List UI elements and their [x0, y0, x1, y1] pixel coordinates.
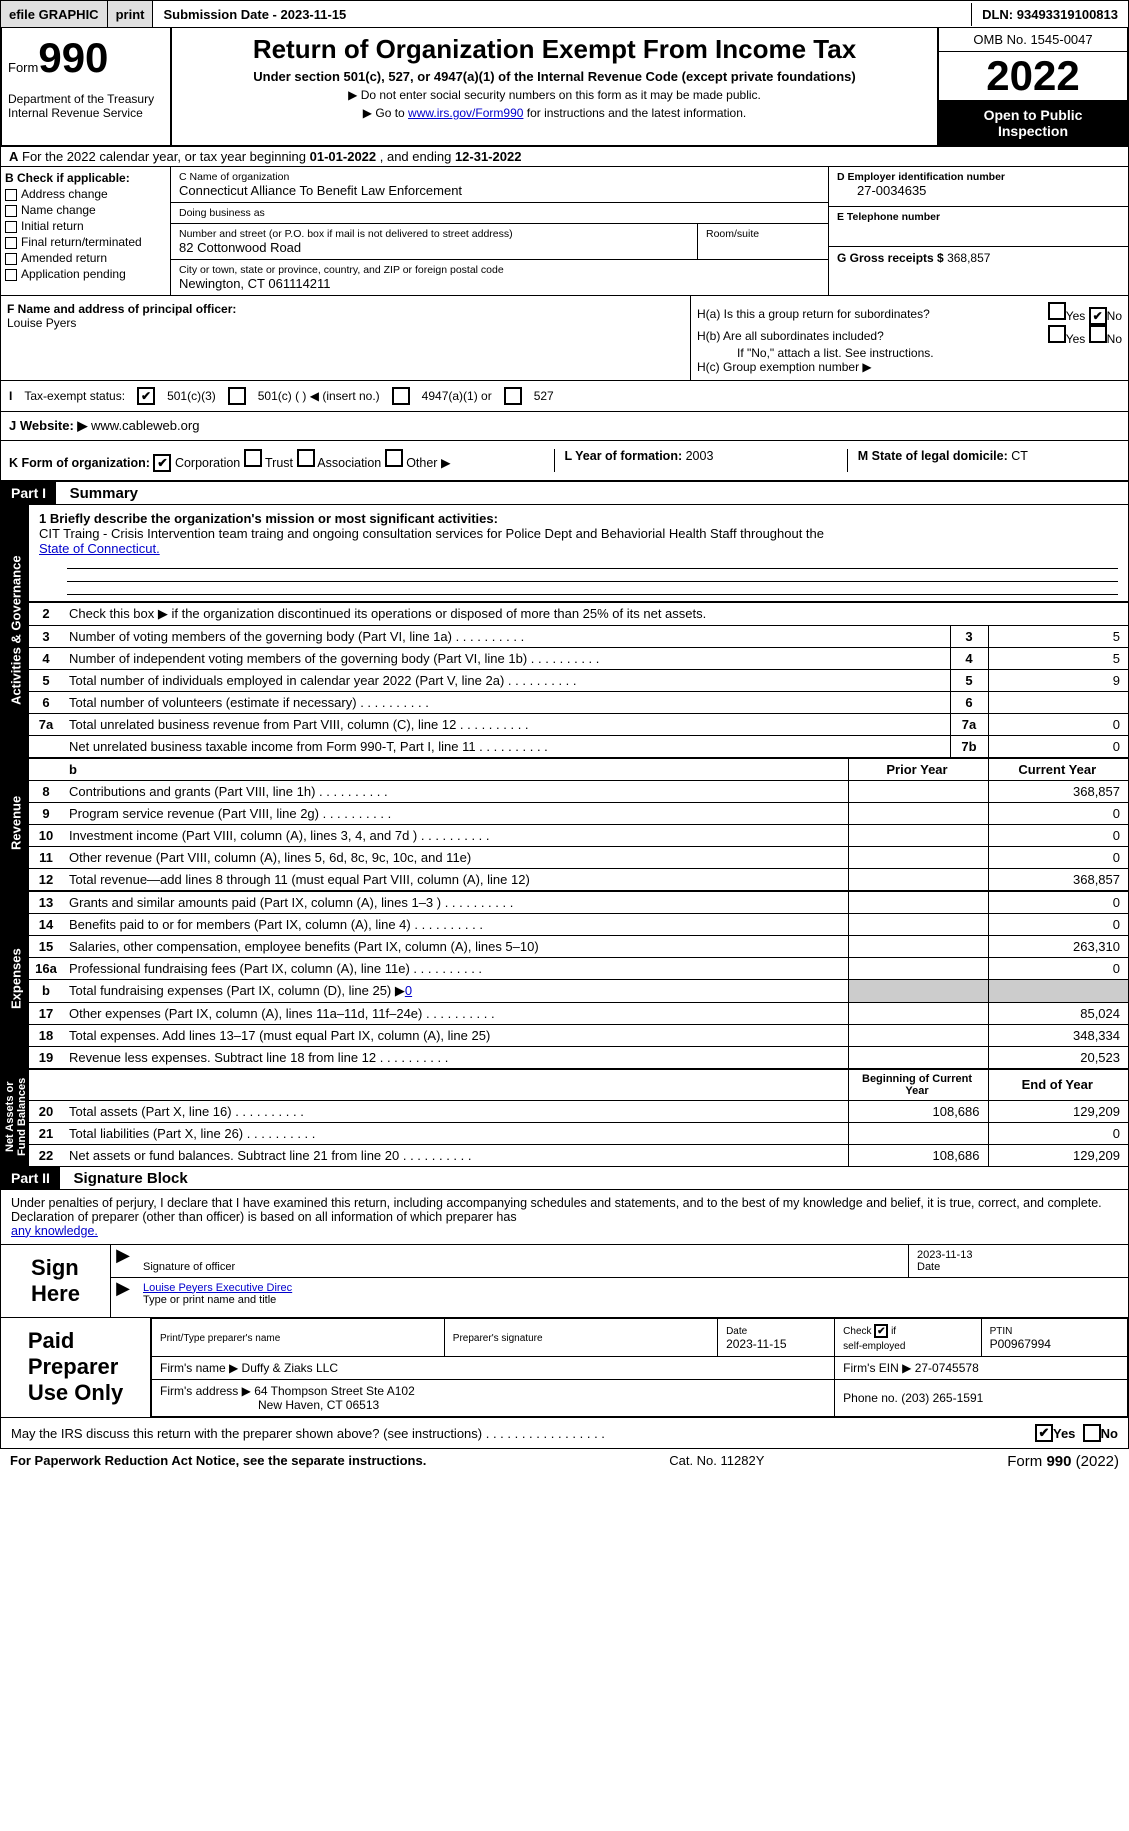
- gross-receipts-cell: G Gross receipts $ 368,857: [829, 247, 1128, 287]
- trust-checkbox[interactable]: [244, 449, 262, 467]
- ein-cell: D Employer identification number 27-0034…: [829, 167, 1128, 207]
- form-of-org-row: K Form of organization: Corporation Trus…: [0, 441, 1129, 481]
- form-title-block: Return of Organization Exempt From Incom…: [172, 28, 937, 145]
- netassets-lines-table: Beginning of Current YearEnd of Year 20T…: [29, 1069, 1128, 1166]
- part1-header-row: Part I Summary: [0, 481, 1129, 505]
- form-header: Form990 Department of the Treasury Inter…: [0, 28, 1129, 147]
- firm-phone-cell: Phone no. (203) 265-1591: [835, 1380, 1128, 1417]
- principal-officer: F Name and address of principal officer:…: [1, 296, 691, 380]
- h-b-note: If "No," attach a list. See instructions…: [697, 346, 1122, 360]
- form-instruction-2: ▶ Go to www.irs.gov/Form990 for instruct…: [178, 106, 931, 120]
- signature-date: 2023-11-13Date: [908, 1245, 1128, 1277]
- open-to-public: Open to Public Inspection: [939, 101, 1127, 145]
- part1-label: Part I: [1, 482, 56, 504]
- website-url: www.cableweb.org: [91, 418, 199, 433]
- firm-name-cell: Firm's name ▶ Duffy & Ziaks LLC: [152, 1357, 835, 1380]
- 501c3-checkbox[interactable]: [137, 387, 155, 405]
- city-cell: City or town, state or province, country…: [171, 260, 828, 295]
- expenses-section: Expenses 13Grants and similar amounts pa…: [0, 891, 1129, 1069]
- h-c-label: H(c) Group exemption number ▶: [697, 360, 1122, 374]
- discuss-yes-checkbox[interactable]: [1035, 1424, 1053, 1442]
- part2-title: Signature Block: [64, 1170, 188, 1187]
- paid-preparer-block: Paid Preparer Use Only Print/Type prepar…: [0, 1318, 1129, 1419]
- paid-preparer-label: Paid Preparer Use Only: [1, 1318, 151, 1418]
- netassets-side-label: Net Assets or Fund Balances: [1, 1069, 29, 1166]
- revenue-section: Revenue bPrior YearCurrent Year 8Contrib…: [0, 758, 1129, 891]
- catalog-number: Cat. No. 11282Y: [426, 1453, 1007, 1470]
- dba-cell: Doing business as: [171, 203, 828, 224]
- preparer-date-cell: Date2023-11-15: [718, 1318, 835, 1357]
- form-title: Return of Organization Exempt From Incom…: [178, 34, 931, 65]
- revenue-lines-table: bPrior YearCurrent Year 8Contributions a…: [29, 758, 1128, 890]
- corp-checkbox[interactable]: [153, 454, 171, 472]
- activities-side-label: Activities & Governance: [1, 505, 29, 757]
- paperwork-notice: For Paperwork Reduction Act Notice, see …: [10, 1453, 426, 1470]
- h-b-label: H(b) Are all subordinates included?: [697, 329, 884, 343]
- ptin-cell: PTINP00967994: [981, 1318, 1127, 1357]
- part2-label: Part II: [1, 1167, 60, 1189]
- part1-title: Summary: [60, 485, 138, 502]
- declaration-text: Under penalties of perjury, I declare th…: [0, 1190, 1129, 1245]
- page-footer: For Paperwork Reduction Act Notice, see …: [0, 1449, 1129, 1474]
- group-return-block: H(a) Is this a group return for subordin…: [691, 296, 1128, 380]
- omb-number: OMB No. 1545-0047: [939, 28, 1127, 52]
- form-990-number: 990: [38, 34, 108, 81]
- other-checkbox[interactable]: [385, 449, 403, 467]
- sign-here-block: Sign Here ▶ Signature of officer 2023-11…: [0, 1245, 1129, 1318]
- form-instruction-1: ▶ Do not enter social security numbers o…: [178, 88, 931, 102]
- part2-header-row: Part II Signature Block: [0, 1167, 1129, 1190]
- 527-checkbox[interactable]: [504, 387, 522, 405]
- arrow-icon: ▶: [111, 1245, 135, 1277]
- sign-here-label: Sign Here: [1, 1245, 111, 1317]
- firm-address-cell: Firm's address ▶ 64 Thompson Street Ste …: [152, 1380, 835, 1417]
- irs-discuss-row: May the IRS discuss this return with the…: [0, 1418, 1129, 1449]
- discuss-no-checkbox[interactable]: [1083, 1424, 1101, 1442]
- summary-lines-table: 2Check this box ▶ if the organization di…: [29, 602, 1128, 757]
- h-a-label: H(a) Is this a group return for subordin…: [697, 307, 930, 321]
- room-suite-cell: Room/suite: [698, 224, 828, 260]
- officer-name-title: Louise Peyers Executive Direc Type or pr…: [135, 1278, 1128, 1310]
- check-if-applicable: B Check if applicable: Address change Na…: [1, 167, 171, 295]
- dln-label: DLN: 93493319100813: [971, 3, 1128, 26]
- irs-link[interactable]: www.irs.gov/Form990: [408, 106, 523, 120]
- arrow-icon: ▶: [111, 1278, 135, 1310]
- firm-ein-cell: Firm's EIN ▶ 27-0745578: [835, 1357, 1128, 1380]
- address-cell: Number and street (or P.O. box if mail i…: [171, 224, 698, 260]
- revenue-side-label: Revenue: [1, 758, 29, 890]
- signature-of-officer: Signature of officer: [135, 1245, 908, 1277]
- officer-group-row: F Name and address of principal officer:…: [0, 296, 1129, 381]
- 4947-checkbox[interactable]: [392, 387, 410, 405]
- ein-block: D Employer identification number 27-0034…: [828, 167, 1128, 295]
- net-assets-section: Net Assets or Fund Balances Beginning of…: [0, 1069, 1129, 1167]
- preparer-sig-cell: Preparer's signature: [444, 1318, 717, 1357]
- mission-block: 1 Briefly describe the organization's mi…: [29, 505, 1128, 602]
- top-bar: efile GRAPHIC print Submission Date - 20…: [0, 0, 1129, 28]
- expenses-side-label: Expenses: [1, 891, 29, 1068]
- self-employed-cell: Check ifself-employed: [835, 1318, 981, 1357]
- tax-year: 2022: [939, 52, 1127, 101]
- form-label: Form: [8, 60, 38, 75]
- 501c-checkbox[interactable]: [228, 387, 246, 405]
- form-footer-label: Form 990 (2022): [1007, 1453, 1119, 1470]
- submission-date-label: Submission Date - 2023-11-15: [153, 3, 356, 26]
- print-button[interactable]: print: [108, 1, 154, 27]
- org-info-grid: B Check if applicable: Address change Na…: [0, 167, 1129, 296]
- calendar-year-row: A For the 2022 calendar year, or tax yea…: [0, 147, 1129, 167]
- form-number-block: Form990 Department of the Treasury Inter…: [2, 28, 172, 145]
- expense-lines-table: 13Grants and similar amounts paid (Part …: [29, 891, 1128, 1068]
- tax-exempt-row: I Tax-exempt status: 501(c)(3) 501(c) ( …: [0, 381, 1129, 412]
- department-label: Department of the Treasury Internal Reve…: [8, 92, 164, 120]
- org-name-cell: C Name of organization Connecticut Allia…: [171, 167, 828, 203]
- efile-graphic-label: efile GRAPHIC: [1, 1, 108, 27]
- form-subtitle: Under section 501(c), 527, or 4947(a)(1)…: [178, 69, 931, 84]
- org-details: C Name of organization Connecticut Allia…: [171, 167, 828, 295]
- assoc-checkbox[interactable]: [297, 449, 315, 467]
- phone-cell: E Telephone number: [829, 207, 1128, 247]
- activities-governance-section: Activities & Governance 1 Briefly descri…: [0, 505, 1129, 758]
- preparer-name-cell: Print/Type preparer's name: [152, 1318, 445, 1357]
- form-year-block: OMB No. 1545-0047 2022 Open to Public In…: [937, 28, 1127, 145]
- website-row: J Website: ▶ www.cableweb.org: [0, 412, 1129, 441]
